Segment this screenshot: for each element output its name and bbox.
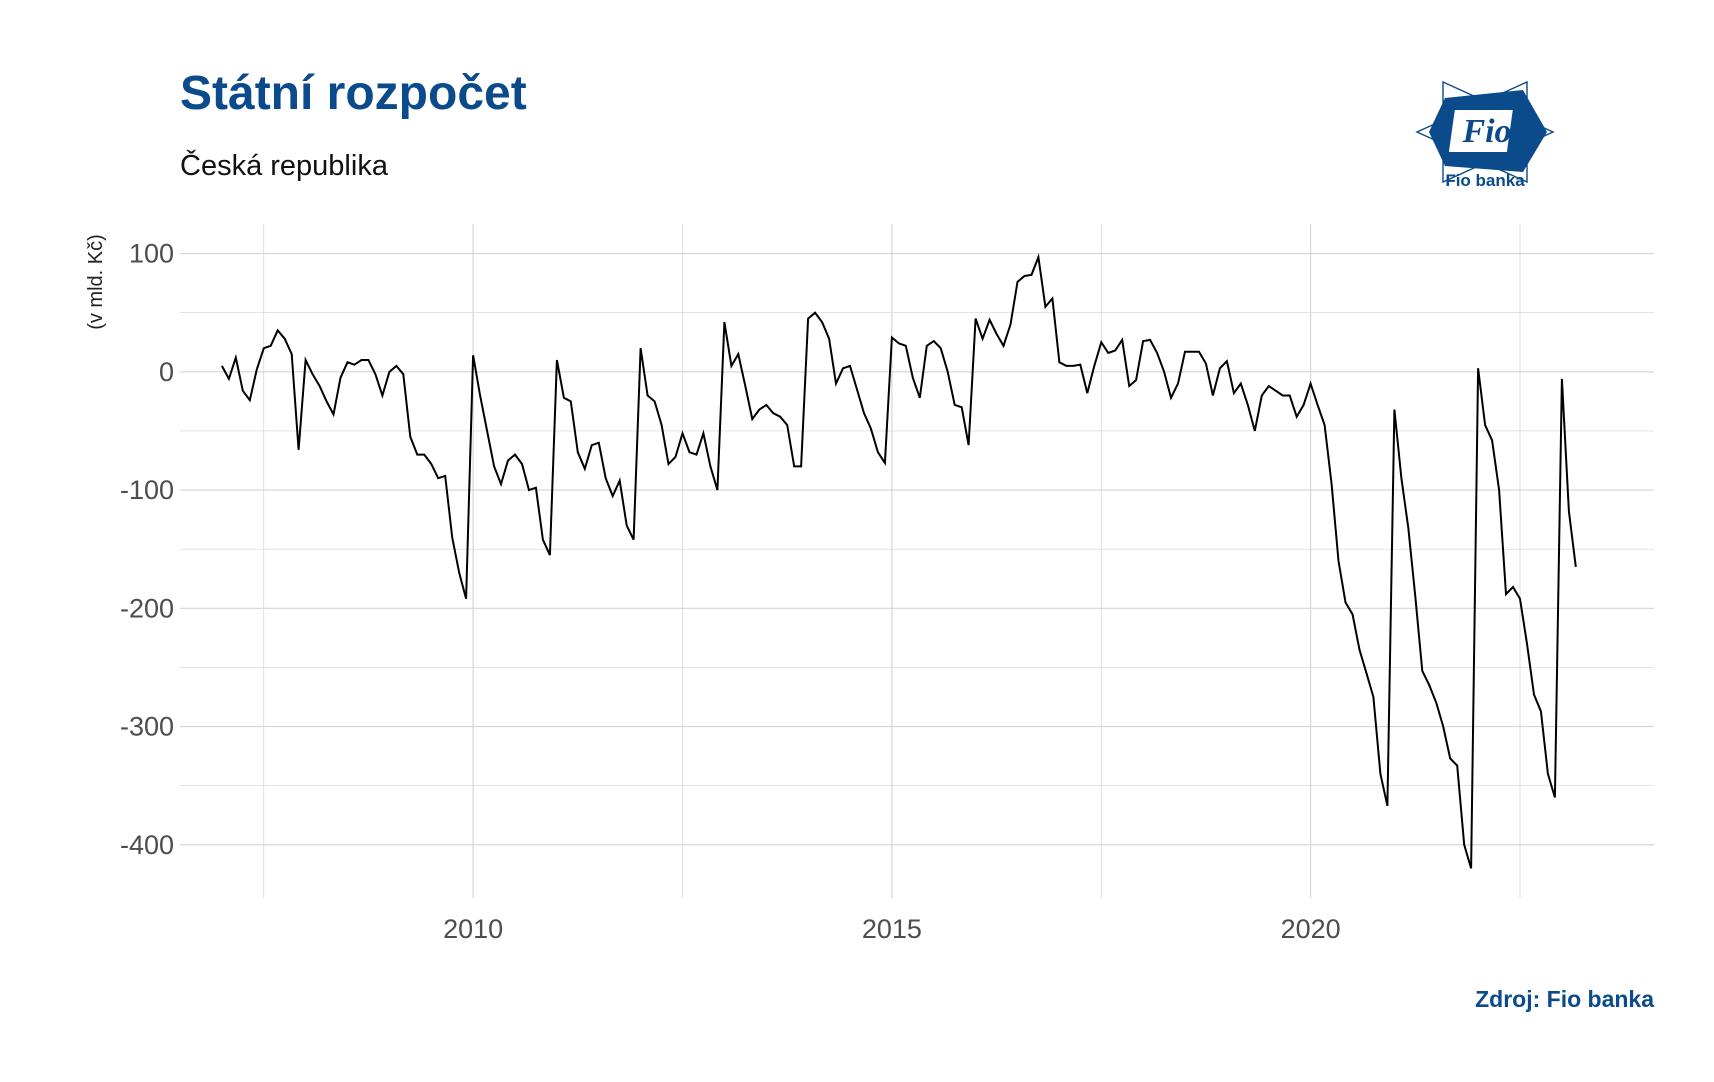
logo-bank-name: Fio banka — [1445, 171, 1525, 190]
chart-title: Státní rozpočet — [180, 67, 527, 120]
x-axis-ticks: 2010 2015 2020 — [443, 914, 1341, 944]
major-gridlines — [180, 224, 1654, 898]
x-tick-label: 2015 — [862, 914, 922, 944]
x-tick-label: 2010 — [443, 914, 503, 944]
x-tick-label: 2020 — [1281, 914, 1341, 944]
y-tick-label: -300 — [120, 712, 174, 742]
y-tick-label: 0 — [159, 357, 174, 387]
budget-balance-line — [221, 253, 1577, 869]
fio-banka-logo: Fio Fio banka — [1415, 80, 1575, 195]
y-tick-label: -200 — [120, 593, 174, 623]
logo-mark-text: Fio — [1461, 113, 1511, 150]
y-axis-ticks: 100 0 -100 -200 -300 -400 — [120, 239, 174, 860]
y-tick-label: -400 — [120, 830, 174, 860]
chart-subtitle: Česká republika — [180, 150, 388, 182]
y-tick-label: 100 — [129, 239, 174, 269]
y-axis-label: (v mld. Kč) — [85, 234, 107, 330]
minor-gridlines — [180, 224, 1654, 898]
y-tick-label: -100 — [120, 475, 174, 505]
source-note: Zdroj: Fio banka — [1475, 986, 1654, 1012]
